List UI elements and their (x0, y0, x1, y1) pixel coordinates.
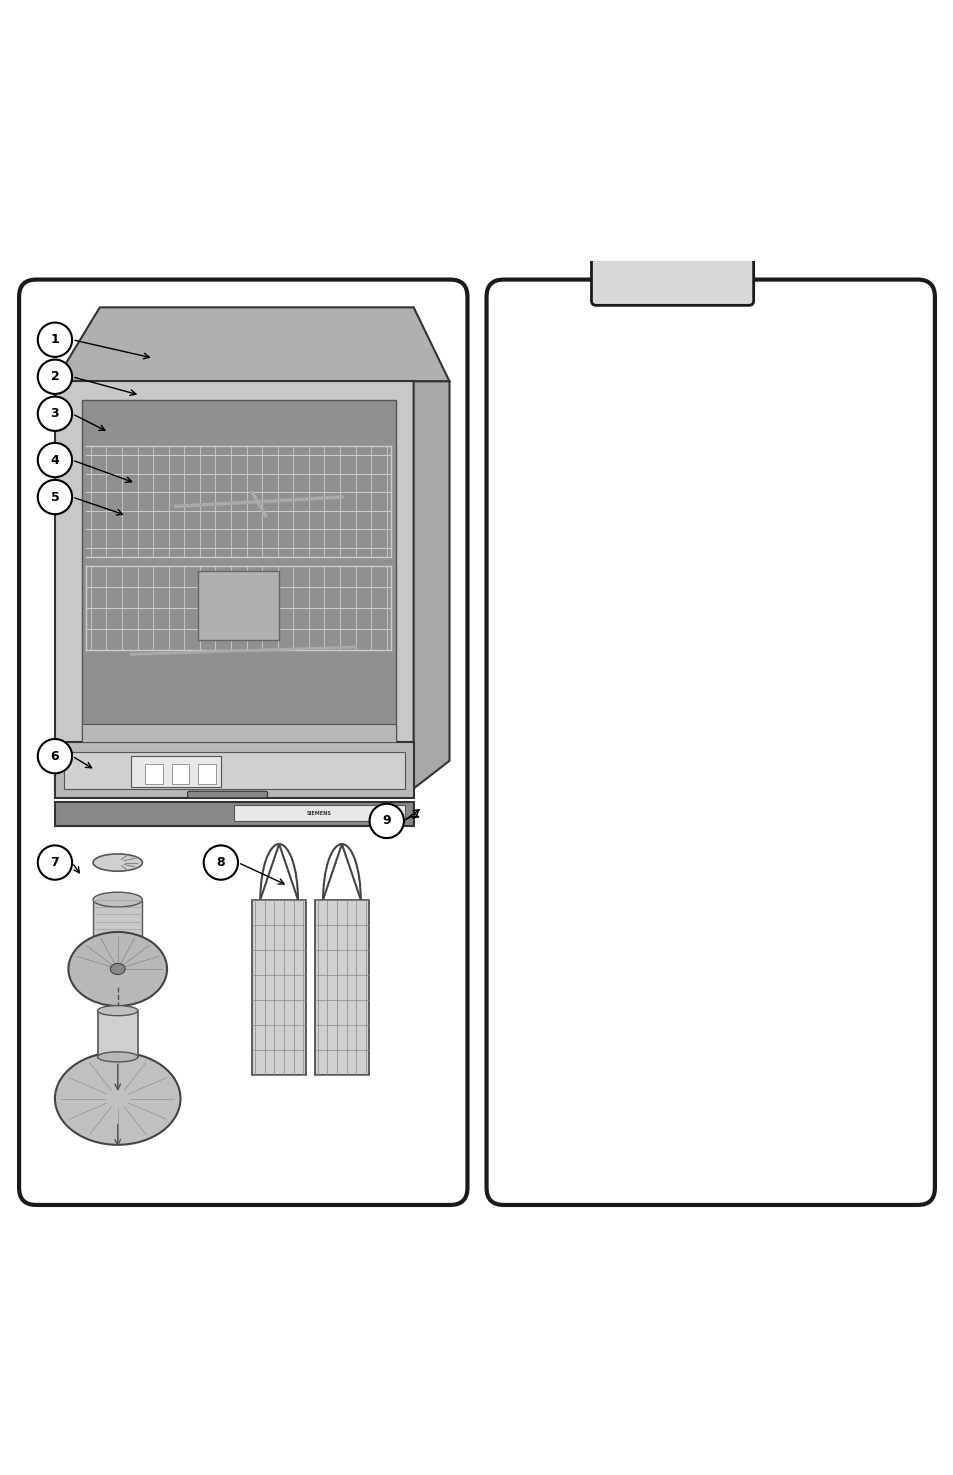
FancyBboxPatch shape (234, 805, 404, 822)
FancyBboxPatch shape (314, 900, 369, 1075)
Text: 2: 2 (51, 370, 59, 384)
FancyBboxPatch shape (591, 258, 753, 305)
Ellipse shape (69, 932, 167, 1006)
Text: 9: 9 (382, 814, 391, 827)
Circle shape (38, 739, 72, 773)
Polygon shape (82, 400, 395, 742)
Text: SIEMENS: SIEMENS (307, 811, 332, 816)
FancyBboxPatch shape (252, 900, 306, 1075)
Polygon shape (55, 802, 414, 826)
FancyBboxPatch shape (97, 1010, 138, 1058)
Polygon shape (414, 382, 449, 789)
FancyBboxPatch shape (198, 571, 279, 640)
Text: 3: 3 (51, 407, 59, 420)
Circle shape (204, 845, 237, 879)
Text: 7: 7 (51, 855, 59, 869)
Ellipse shape (97, 1052, 138, 1062)
Text: 8: 8 (216, 855, 225, 869)
Polygon shape (131, 757, 220, 786)
Bar (198, 764, 216, 783)
FancyBboxPatch shape (93, 900, 142, 937)
Text: 1: 1 (51, 333, 59, 347)
Text: 4: 4 (51, 453, 59, 466)
Circle shape (38, 360, 72, 394)
Circle shape (38, 479, 72, 515)
Circle shape (38, 845, 72, 879)
Polygon shape (82, 724, 395, 742)
FancyBboxPatch shape (19, 280, 467, 1205)
Ellipse shape (93, 892, 142, 907)
Ellipse shape (111, 963, 125, 975)
FancyBboxPatch shape (486, 280, 934, 1205)
Polygon shape (55, 307, 449, 382)
Ellipse shape (97, 1006, 138, 1016)
Circle shape (38, 397, 72, 431)
FancyBboxPatch shape (188, 791, 267, 798)
Text: 5: 5 (51, 491, 59, 503)
Circle shape (369, 804, 403, 838)
Circle shape (38, 442, 72, 478)
Polygon shape (64, 752, 404, 789)
Bar (172, 764, 190, 783)
Polygon shape (55, 382, 414, 789)
Ellipse shape (55, 1052, 180, 1145)
Circle shape (38, 323, 72, 357)
Bar (145, 764, 162, 783)
Ellipse shape (93, 854, 142, 872)
Polygon shape (55, 742, 414, 798)
Text: 6: 6 (51, 749, 59, 763)
